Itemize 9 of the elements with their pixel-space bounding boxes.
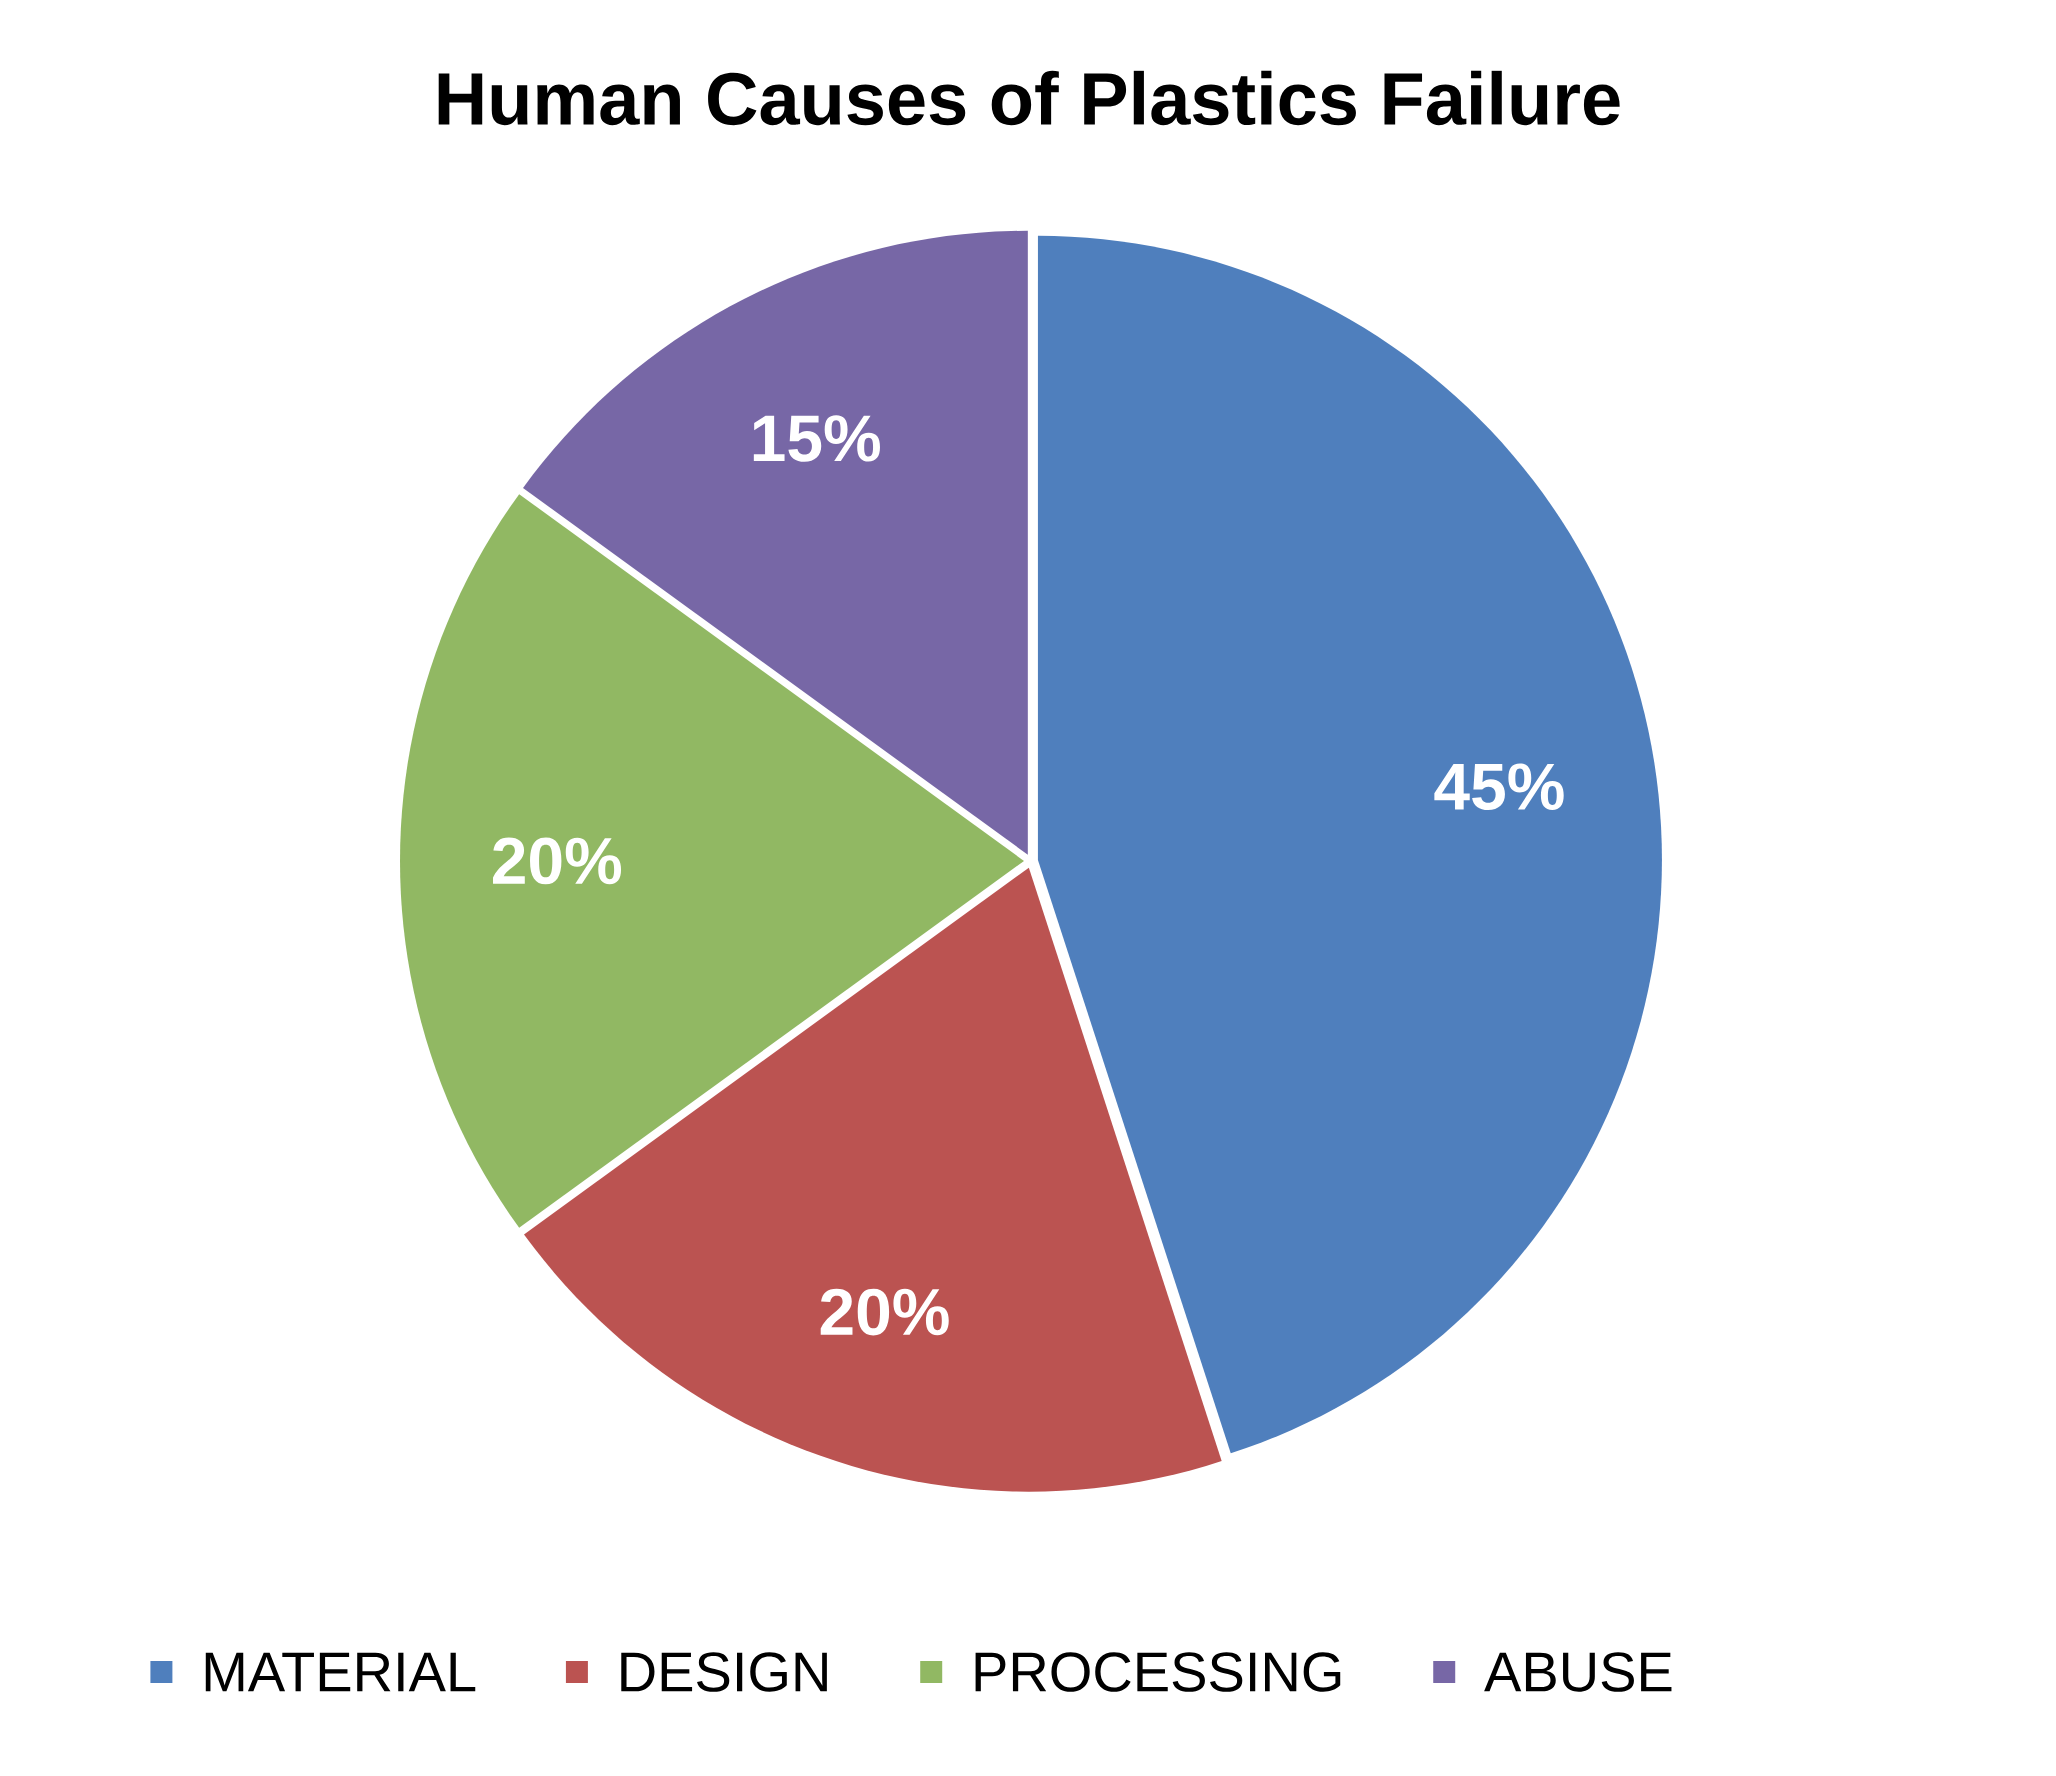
legend-label: DESIGN xyxy=(621,1652,827,1692)
legend-label: PROCESSING xyxy=(975,1652,1341,1692)
legend-label: ABUSE xyxy=(1484,1652,1672,1692)
data-label: 45% xyxy=(1434,763,1564,811)
legend-label: MATERIAL xyxy=(205,1652,476,1692)
data-label: 20% xyxy=(493,837,622,885)
chart-title: Human Causes of Plastics Failure xyxy=(438,70,1620,126)
data-label: 15% xyxy=(753,415,880,462)
data-label: 20% xyxy=(820,1288,949,1336)
